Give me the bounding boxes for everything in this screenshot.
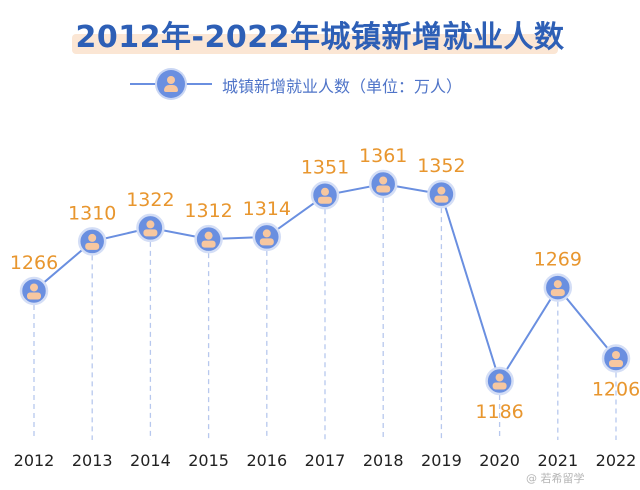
data-point-2021-icon-head xyxy=(553,280,562,289)
data-point-2013-icon-head xyxy=(88,233,97,242)
data-point-2019-icon-body xyxy=(434,195,449,203)
value-label-2019: 1352 xyxy=(417,155,465,177)
data-point-2015-icon-head xyxy=(204,231,213,240)
x-tick-label-2016: 2016 xyxy=(246,451,287,470)
x-tick-label-2014: 2014 xyxy=(130,451,171,470)
legend-label: 城镇新增就业人数（单位：万人） xyxy=(222,77,463,96)
value-label-2020: 1186 xyxy=(475,401,523,423)
data-point-2019-icon-head xyxy=(437,186,446,195)
value-label-2017: 1351 xyxy=(301,156,349,178)
x-tick-label-2020: 2020 xyxy=(479,451,520,470)
x-tick-label-2018: 2018 xyxy=(363,451,404,470)
data-point-2017-icon-head xyxy=(321,187,329,196)
value-label-2014: 1322 xyxy=(126,189,174,211)
data-point-2014-icon-body xyxy=(143,229,158,237)
x-tick-label-2015: 2015 xyxy=(188,451,229,470)
data-point-2021-icon-body xyxy=(550,289,565,297)
data-point-2013-icon-body xyxy=(85,242,100,250)
x-tick-label-2021: 2021 xyxy=(537,451,578,470)
data-point-2020-icon-head xyxy=(495,373,504,382)
value-label-2021: 1269 xyxy=(534,249,582,271)
x-tick-label-2017: 2017 xyxy=(305,451,346,470)
value-label-2022: 1206 xyxy=(592,378,640,400)
x-tick-label-2013: 2013 xyxy=(72,451,113,470)
data-point-2012-icon-body xyxy=(27,292,41,300)
chart-legend: 城镇新增就业人数（单位：万人） xyxy=(130,66,550,100)
chart-title-block: 2012年-2022年城镇新增就业人数 xyxy=(0,8,640,60)
data-point-2015-icon-body xyxy=(201,240,216,248)
watermark: @ 若希留学 xyxy=(526,472,585,485)
x-tick-label-2022: 2022 xyxy=(596,451,637,470)
chart-title: 2012年-2022年城镇新增就业人数 xyxy=(75,20,565,55)
value-label-2012: 1266 xyxy=(10,252,58,274)
data-point-2018-icon-body xyxy=(376,185,391,193)
data-point-2012-icon-head xyxy=(30,283,38,292)
data-point-2016-icon-head xyxy=(262,229,271,238)
data-point-2018-icon-head xyxy=(379,176,388,185)
x-tick-label-2012: 2012 xyxy=(14,451,55,470)
data-point-2017-icon-body xyxy=(318,196,332,204)
value-label-2013: 1310 xyxy=(68,202,116,224)
x-tick-label-2019: 2019 xyxy=(421,451,462,470)
value-label-2015: 1312 xyxy=(184,200,232,222)
data-point-2022-icon-head xyxy=(612,350,620,359)
data-point-2016-icon-body xyxy=(259,238,274,246)
legend-person-icon xyxy=(157,70,185,98)
data-point-2022-icon-body xyxy=(609,359,623,367)
data-point-2020-icon-body xyxy=(492,382,507,390)
value-label-2018: 1361 xyxy=(359,145,407,167)
title-highlight xyxy=(72,34,558,54)
value-label-2016: 1314 xyxy=(243,198,291,220)
data-point-2014-icon-head xyxy=(146,220,155,229)
